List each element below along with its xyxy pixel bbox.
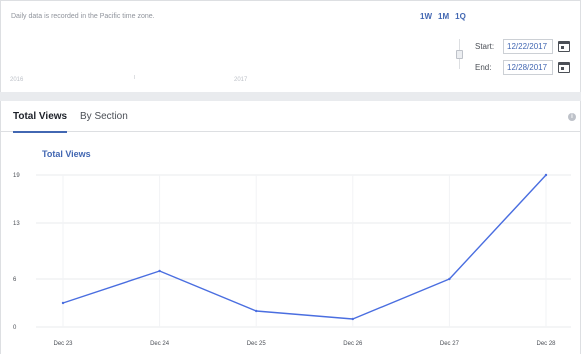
slider-grip[interactable]	[456, 50, 463, 59]
data-point-dec-24	[158, 269, 161, 273]
year-label-2017: 2017	[234, 77, 248, 83]
end-calendar-icon[interactable]	[558, 62, 570, 73]
y-tick-label-19: 19	[13, 173, 20, 179]
timeline-slider-handle[interactable]	[456, 39, 463, 69]
series-line-total-views	[62, 174, 547, 320]
y-tick-label-13: 13	[13, 221, 20, 227]
start-label: Start:	[475, 42, 495, 51]
section-divider	[0, 92, 581, 101]
end-date-row: End:	[475, 60, 570, 75]
info-icon[interactable]: i	[568, 113, 576, 121]
data-point-dec-25	[255, 309, 258, 313]
start-calendar-icon[interactable]	[558, 41, 570, 52]
y-tick-label-6: 6	[13, 277, 17, 283]
data-point-dec-28	[544, 173, 548, 177]
x-tick-label-dec-26: Dec 26	[343, 341, 363, 347]
x-tick-label-dec-24: Dec 24	[150, 341, 170, 347]
total-views-line-chart: 0 6 13 19 Dec 23 Dec 24 Dec 25 Dec 26 Dec 27 Dec …	[13, 173, 571, 347]
x-tick-label-dec-27: Dec 27	[440, 341, 460, 347]
range-1q-button[interactable]: 1Q	[455, 12, 466, 21]
range-buttons: 1W 1M 1Q	[420, 12, 466, 21]
end-label: End:	[475, 63, 492, 72]
timeline-tick	[134, 75, 135, 79]
data-point-dec-27	[448, 277, 451, 281]
end-date-input[interactable]	[503, 60, 553, 75]
x-tick-label-dec-28: Dec 28	[536, 341, 556, 347]
tab-by-section[interactable]: By Section	[80, 111, 128, 122]
tab-bar: Total Views By Section i	[1, 101, 581, 133]
y-tick-label-0: 0	[13, 325, 17, 331]
data-point-dec-23	[61, 301, 65, 305]
chart-panel: Total Views By Section i Total Views 0 6 1…	[0, 101, 581, 354]
timezone-note: Daily data is recorded in the Pacific ti…	[11, 13, 155, 20]
date-range-panel: Daily data is recorded in the Pacific ti…	[0, 0, 581, 92]
year-label-2016: 2016	[10, 77, 24, 83]
start-date-input[interactable]	[503, 39, 553, 54]
range-1w-button[interactable]: 1W	[420, 12, 432, 21]
x-tick-label-dec-23: Dec 23	[53, 341, 73, 347]
start-date-row: Start:	[475, 39, 570, 54]
x-tick-label-dec-25: Dec 25	[247, 341, 267, 347]
range-1m-button[interactable]: 1M	[438, 12, 450, 21]
chart-title: Total Views	[42, 149, 91, 159]
data-point-dec-26	[351, 317, 354, 321]
tab-total-views[interactable]: Total Views	[13, 111, 68, 133]
